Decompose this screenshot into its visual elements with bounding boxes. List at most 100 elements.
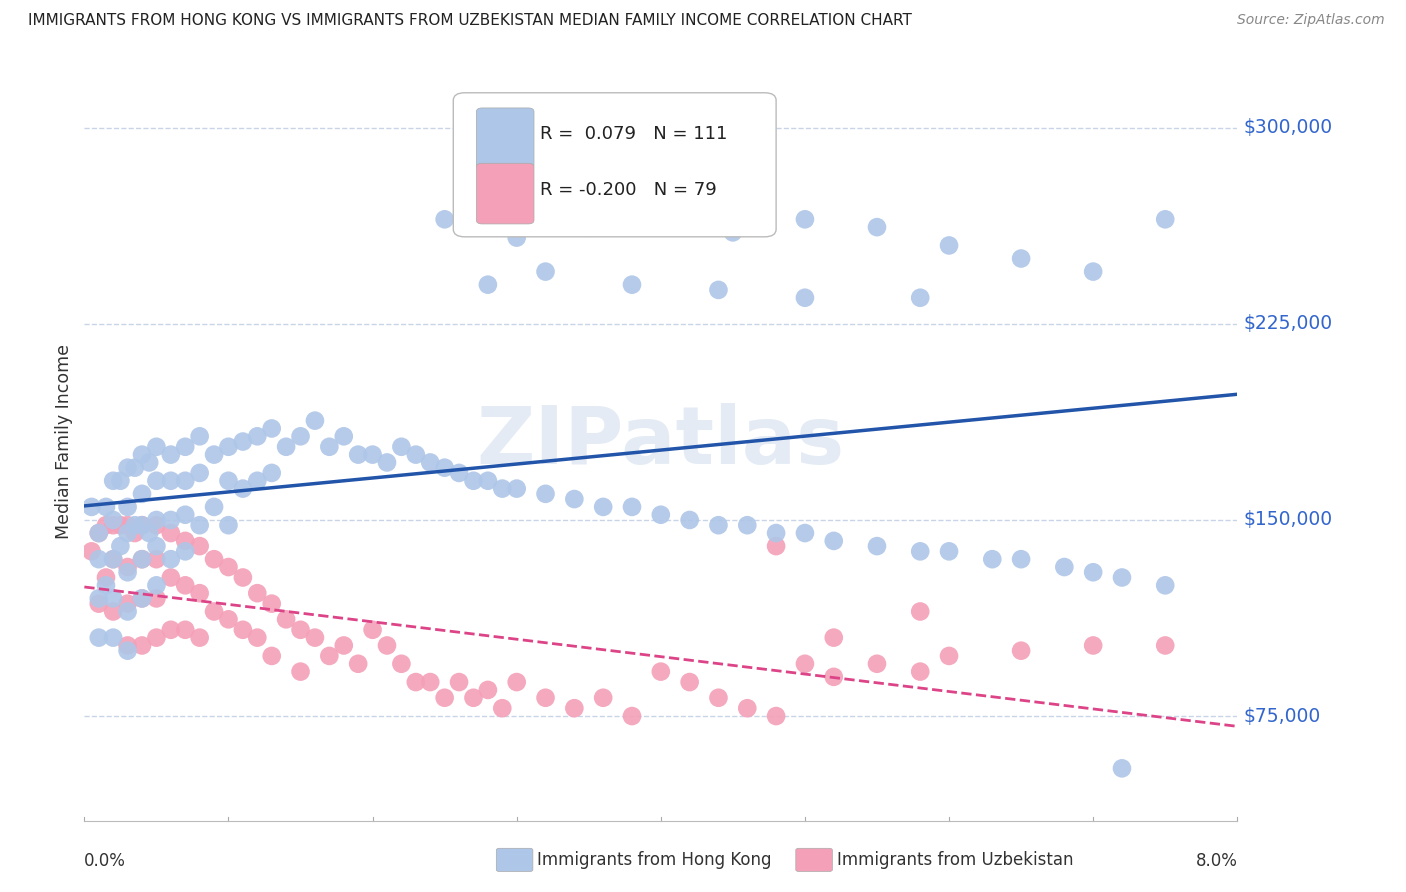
Point — [981, 552, 1004, 566]
Text: $225,000: $225,000 — [1243, 314, 1331, 334]
Point — [160, 474, 183, 488]
Point — [405, 448, 427, 462]
Text: Immigrants from Hong Kong: Immigrants from Hong Kong — [537, 851, 772, 869]
Point — [391, 657, 413, 671]
Point — [174, 533, 197, 548]
Point — [174, 474, 197, 488]
Point — [94, 578, 117, 592]
Point — [160, 526, 183, 541]
Point — [737, 518, 759, 533]
Point — [246, 586, 269, 600]
Point — [188, 429, 211, 443]
Point — [232, 482, 254, 496]
Point — [506, 230, 529, 244]
Point — [202, 448, 225, 462]
Point — [1154, 578, 1177, 592]
FancyBboxPatch shape — [477, 108, 534, 169]
Point — [707, 518, 730, 533]
Point — [131, 591, 153, 606]
Point — [218, 612, 240, 626]
Text: R = -0.200   N = 79: R = -0.200 N = 79 — [540, 181, 717, 199]
Point — [910, 291, 932, 305]
Point — [103, 474, 124, 488]
Point — [707, 690, 730, 705]
Point — [80, 544, 103, 558]
Point — [117, 518, 139, 533]
Point — [131, 518, 153, 533]
Point — [260, 597, 283, 611]
Point — [290, 665, 312, 679]
Point — [246, 631, 269, 645]
Point — [160, 448, 183, 462]
Point — [938, 648, 960, 663]
Point — [765, 539, 787, 553]
Point — [491, 482, 513, 496]
Point — [621, 500, 644, 514]
Point — [131, 552, 153, 566]
Point — [765, 709, 787, 723]
Point — [260, 421, 283, 435]
Point — [419, 675, 441, 690]
Point — [80, 500, 103, 514]
Point — [174, 440, 197, 454]
Point — [188, 518, 211, 533]
Point — [174, 508, 197, 522]
Point — [375, 455, 398, 469]
Point — [866, 539, 889, 553]
Point — [1083, 566, 1105, 580]
Point — [737, 701, 759, 715]
Point — [117, 560, 139, 574]
Point — [910, 544, 932, 558]
Point — [707, 283, 730, 297]
Point — [477, 474, 499, 488]
FancyBboxPatch shape — [477, 163, 534, 224]
Point — [145, 578, 167, 592]
Point — [534, 264, 557, 278]
Point — [110, 518, 132, 533]
Point — [823, 533, 845, 548]
Point — [463, 690, 485, 705]
Point — [433, 212, 456, 227]
Point — [449, 466, 471, 480]
Point — [131, 639, 153, 653]
Point — [938, 544, 960, 558]
Point — [218, 474, 240, 488]
Point — [138, 455, 160, 469]
Point — [160, 570, 183, 584]
Point — [202, 552, 225, 566]
Point — [188, 466, 211, 480]
Point — [578, 220, 600, 235]
Point — [103, 518, 124, 533]
Point — [188, 586, 211, 600]
Point — [117, 639, 139, 653]
Point — [794, 657, 817, 671]
Point — [260, 466, 283, 480]
Point — [506, 675, 529, 690]
Point — [621, 709, 644, 723]
Point — [333, 429, 356, 443]
Point — [87, 631, 110, 645]
Point — [124, 518, 146, 533]
Text: Immigrants from Uzbekistan: Immigrants from Uzbekistan — [837, 851, 1073, 869]
Point — [721, 226, 744, 240]
Point — [145, 591, 167, 606]
Point — [290, 623, 312, 637]
Point — [679, 675, 702, 690]
Point — [117, 597, 139, 611]
Point — [910, 605, 932, 619]
Point — [592, 500, 614, 514]
Point — [145, 518, 167, 533]
Point — [564, 491, 586, 506]
Point — [87, 526, 110, 541]
Point — [866, 657, 889, 671]
Point — [188, 539, 211, 553]
Point — [347, 448, 370, 462]
Point — [1010, 643, 1032, 657]
Point — [1154, 212, 1177, 227]
Point — [103, 513, 124, 527]
Point — [246, 429, 269, 443]
Point — [433, 460, 456, 475]
Y-axis label: Median Family Income: Median Family Income — [55, 344, 73, 539]
Point — [260, 648, 283, 663]
Point — [94, 570, 117, 584]
